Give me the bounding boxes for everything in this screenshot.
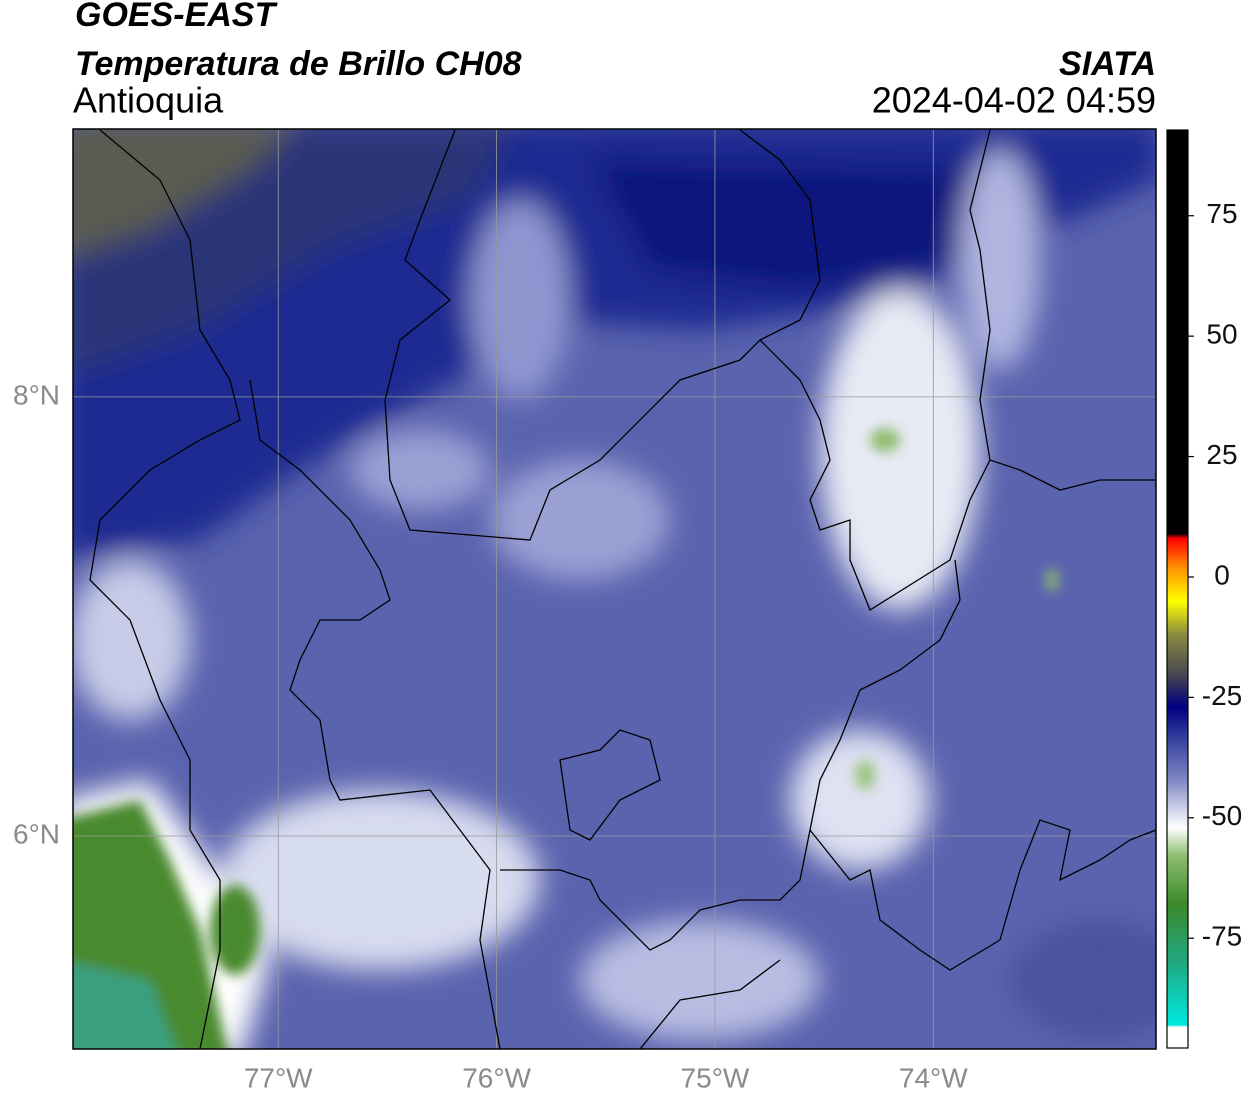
x-tick-label: 76°W: [462, 1062, 531, 1093]
labels: 77°W 76°W 75°W 74°W 6°N 8°N -75 -50 -25 0 25 50 75: [13, 198, 1242, 1093]
region: Antioquia: [73, 80, 224, 121]
map-frame: [72, 128, 1157, 1050]
agency: SIATA: [1059, 45, 1156, 83]
x-tick-label: 75°W: [681, 1062, 750, 1093]
x-tick-label: 74°W: [899, 1062, 968, 1093]
borders: [89, 129, 1156, 1049]
satellite: GOES-EAST: [75, 0, 278, 34]
colorbar-tick-label: 75: [1206, 198, 1237, 229]
product: Temperatura de Brillo CH08: [75, 45, 522, 83]
colorbar-tick-label: 0: [1214, 559, 1230, 590]
x-tick-label: 77°W: [244, 1062, 313, 1093]
colorbar-tick-label: -75: [1202, 921, 1242, 952]
satellite-image: [73, 129, 1156, 1049]
colorbar-tick-label: -25: [1202, 680, 1242, 711]
y-tick-label: 6°N: [13, 818, 60, 849]
grid: [73, 129, 1156, 1049]
colorbar: [1166, 129, 1189, 1049]
colorbar-tick-label: 50: [1206, 319, 1237, 350]
y-tick-label: 8°N: [13, 379, 60, 410]
datetime: 2024-04-02 04:59: [872, 80, 1156, 121]
colorbar-tick-label: 25: [1206, 439, 1237, 470]
colorbar-tick-label: -50: [1202, 800, 1242, 831]
